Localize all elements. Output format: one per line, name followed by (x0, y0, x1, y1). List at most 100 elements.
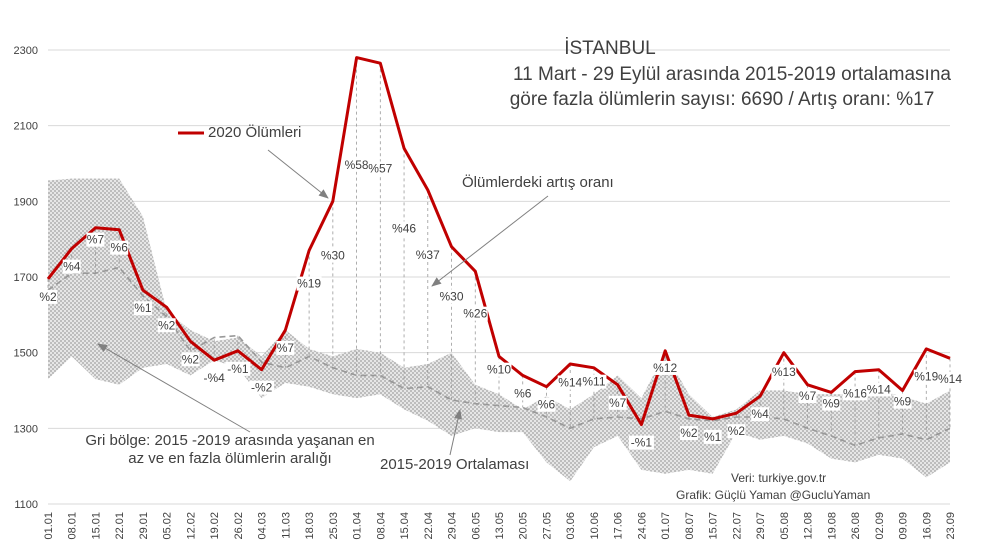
y-tick-label: 1500 (14, 348, 38, 360)
data-label-bg (581, 374, 607, 389)
data-label-bg (181, 352, 200, 367)
data-label-bg (652, 360, 678, 375)
data-label-bg (276, 340, 295, 355)
data-label: %2 (728, 424, 746, 438)
data-label: %30 (440, 289, 464, 303)
x-tick-label: 16.09 (921, 512, 933, 540)
arrow-legend-to-line (267, 149, 329, 199)
data-label-bg (893, 394, 912, 409)
data-label: %4 (63, 260, 81, 274)
data-label: %14 (938, 372, 962, 386)
x-tick-label: 25.03 (328, 512, 340, 540)
gray-zone-annotation: Gri bölge: 2015 -2019 arasında yaşanan e… (80, 432, 380, 468)
data-label: %46 (392, 221, 416, 235)
data-label: %30 (321, 249, 345, 263)
data-label-bg (937, 371, 963, 386)
data-label: %2 (158, 318, 176, 332)
x-tick-label: 08.04 (375, 512, 387, 540)
data-label: %2 (680, 426, 698, 440)
x-tick-label: 19.08 (826, 512, 838, 540)
data-label-bg (133, 301, 152, 316)
x-tick-label: 04.03 (257, 512, 269, 540)
x-tick-label: 03.06 (565, 512, 577, 540)
data-label: %57 (368, 161, 392, 175)
data-label-bg (679, 426, 698, 441)
arrow-average (449, 409, 462, 456)
line-2020-deaths (46, 56, 951, 427)
legend-2020-label: 2020 Ölümleri (208, 124, 302, 141)
x-tick-label: 22.04 (423, 512, 435, 540)
min-max-range-area (48, 178, 950, 482)
data-label: %12 (653, 361, 677, 375)
x-tick-label: 15.07 (708, 512, 720, 540)
data-label: -%2 (251, 381, 273, 395)
data-label-bg (751, 407, 770, 422)
data-label: %7 (277, 341, 295, 355)
data-label: %14 (558, 376, 582, 390)
data-label: %7 (609, 396, 627, 410)
data-label: %6 (111, 241, 129, 255)
data-label: %58 (345, 158, 369, 172)
x-tick-label: 24.06 (636, 512, 648, 540)
data-label: %2 (182, 352, 200, 366)
chart-subtitle-2: göre fazla ölümlerin sayısı: 6690 / Artı… (509, 89, 935, 110)
data-label-bg (842, 386, 868, 401)
x-tick-label: 08.01 (67, 512, 79, 540)
data-label-bg (391, 221, 417, 236)
data-label-bg (344, 157, 370, 172)
y-axis-ticks: 1100 1300 1500 1700 1900 2100 2300 (14, 45, 38, 511)
y-tick-label: 1100 (14, 499, 38, 511)
data-label: %6 (514, 386, 532, 400)
x-tick-label: 08.07 (684, 512, 696, 540)
x-tick-label: 26.08 (850, 512, 862, 540)
data-label: %9 (823, 397, 841, 411)
data-label: %1 (134, 301, 152, 315)
x-tick-label: 06.05 (470, 512, 482, 540)
data-label-bg (86, 232, 105, 247)
x-tick-label: 12.02 (185, 512, 197, 540)
data-label-bg (513, 386, 532, 401)
data-label-bg (110, 240, 129, 255)
data-label: %10 (487, 363, 511, 377)
x-tick-label: 20.05 (518, 512, 530, 540)
x-tick-label: 26.02 (233, 512, 245, 540)
data-label: -%1 (631, 436, 653, 450)
data-label: %4 (751, 407, 769, 421)
x-tick-label: 05.02 (162, 512, 174, 540)
data-label-bg (727, 424, 746, 439)
x-tick-label: 15.01 (90, 512, 102, 540)
data-label-bg (703, 429, 722, 444)
data-label-bg (62, 259, 81, 274)
data-label: %7 (87, 233, 105, 247)
data-label-bg (557, 375, 583, 390)
x-tick-label: 19.02 (209, 512, 221, 540)
chart-subtitle-1: 11 Mart - 29 Eylül arasında 2015-2019 or… (513, 64, 951, 85)
arrow-gray-zone (97, 343, 251, 433)
data-label: %1 (704, 430, 722, 444)
average-annotation: 2015-2019 Ortalaması (380, 456, 530, 473)
x-tick-label: 09.09 (898, 512, 910, 540)
data-label: %7 (799, 389, 817, 403)
data-label: %14 (867, 383, 891, 397)
x-tick-label: 13.05 (494, 512, 506, 540)
x-tick-label: 01.07 (660, 512, 672, 540)
x-tick-label: 05.08 (779, 512, 791, 540)
increase-rate-annotation: Ölümlerdeki artış oranı (462, 174, 614, 191)
data-label: %37 (416, 248, 440, 262)
source-data: Veri: turkiye.gov.tr (731, 471, 827, 485)
data-label-bg (415, 247, 441, 262)
x-axis-ticks: 01.01 08.01 15.01 22.01 29.01 05.02 12.02 19.02… (43, 512, 957, 540)
gray-zone-line2: az ve en fazla ölümlerin aralığı (128, 450, 332, 467)
data-label: %13 (772, 365, 796, 379)
x-tick-label: 10.06 (589, 512, 601, 540)
x-tick-label: 15.04 (399, 512, 411, 540)
data-label-bg (296, 276, 322, 291)
data-label: %16 (843, 386, 867, 400)
data-label: -%4 (203, 371, 225, 385)
x-tick-label: 29.04 (447, 512, 459, 540)
average-line (47, 266, 951, 447)
data-label: %19 (914, 370, 938, 384)
data-label: %2 (39, 290, 57, 304)
data-label-bg (320, 248, 346, 263)
arrow-increase-rate (431, 195, 549, 287)
